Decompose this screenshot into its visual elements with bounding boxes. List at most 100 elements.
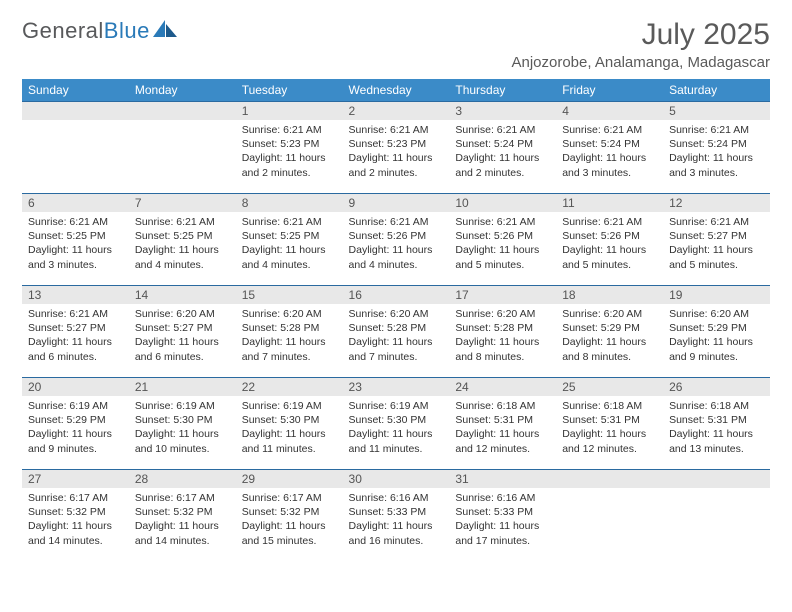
- sunrise-line: Sunrise: 6:18 AM: [669, 399, 764, 413]
- day-details: Sunrise: 6:20 AMSunset: 5:28 PMDaylight:…: [236, 304, 343, 368]
- sunset-line: Sunset: 5:32 PM: [28, 505, 123, 519]
- day-number: 1: [236, 102, 343, 120]
- day-details: Sunrise: 6:18 AMSunset: 5:31 PMDaylight:…: [663, 396, 770, 460]
- sunset-line: Sunset: 5:32 PM: [242, 505, 337, 519]
- day-number: 2: [343, 102, 450, 120]
- sunset-line: Sunset: 5:24 PM: [669, 137, 764, 151]
- sunrise-line: Sunrise: 6:19 AM: [242, 399, 337, 413]
- daylight-line: Daylight: 11 hours and 5 minutes.: [562, 243, 657, 271]
- sunrise-line: Sunrise: 6:16 AM: [455, 491, 550, 505]
- day-details: Sunrise: 6:21 AMSunset: 5:26 PMDaylight:…: [449, 212, 556, 276]
- sunset-line: Sunset: 5:23 PM: [349, 137, 444, 151]
- day-number: 3: [449, 102, 556, 120]
- day-number: 12: [663, 194, 770, 212]
- logo-text-1: General: [22, 18, 104, 44]
- day-number: 9: [343, 194, 450, 212]
- calendar-cell: 22Sunrise: 6:19 AMSunset: 5:30 PMDayligh…: [236, 378, 343, 470]
- daylight-line: Daylight: 11 hours and 10 minutes.: [135, 427, 230, 455]
- calendar-cell: 15Sunrise: 6:20 AMSunset: 5:28 PMDayligh…: [236, 286, 343, 378]
- calendar-head: SundayMondayTuesdayWednesdayThursdayFrid…: [22, 79, 770, 102]
- day-number: 10: [449, 194, 556, 212]
- day-details: Sunrise: 6:21 AMSunset: 5:27 PMDaylight:…: [663, 212, 770, 276]
- sunset-line: Sunset: 5:27 PM: [135, 321, 230, 335]
- sunrise-line: Sunrise: 6:21 AM: [455, 123, 550, 137]
- daylight-line: Daylight: 11 hours and 2 minutes.: [455, 151, 550, 179]
- day-number: [556, 470, 663, 488]
- daylight-line: Daylight: 11 hours and 3 minutes.: [562, 151, 657, 179]
- day-number: 6: [22, 194, 129, 212]
- sunset-line: Sunset: 5:27 PM: [28, 321, 123, 335]
- day-details: Sunrise: 6:21 AMSunset: 5:24 PMDaylight:…: [556, 120, 663, 184]
- day-details: Sunrise: 6:19 AMSunset: 5:30 PMDaylight:…: [129, 396, 236, 460]
- day-details: Sunrise: 6:21 AMSunset: 5:25 PMDaylight:…: [236, 212, 343, 276]
- day-number: 8: [236, 194, 343, 212]
- sunrise-line: Sunrise: 6:19 AM: [28, 399, 123, 413]
- calendar-table: SundayMondayTuesdayWednesdayThursdayFrid…: [22, 79, 770, 562]
- sunrise-line: Sunrise: 6:21 AM: [28, 215, 123, 229]
- calendar-cell: 3Sunrise: 6:21 AMSunset: 5:24 PMDaylight…: [449, 102, 556, 194]
- calendar-cell: 21Sunrise: 6:19 AMSunset: 5:30 PMDayligh…: [129, 378, 236, 470]
- sunrise-line: Sunrise: 6:21 AM: [242, 123, 337, 137]
- day-number: 17: [449, 286, 556, 304]
- sunrise-line: Sunrise: 6:21 AM: [349, 123, 444, 137]
- day-details: Sunrise: 6:16 AMSunset: 5:33 PMDaylight:…: [449, 488, 556, 552]
- calendar-cell: 23Sunrise: 6:19 AMSunset: 5:30 PMDayligh…: [343, 378, 450, 470]
- sunset-line: Sunset: 5:31 PM: [455, 413, 550, 427]
- sunset-line: Sunset: 5:24 PM: [562, 137, 657, 151]
- logo-text-2: Blue: [104, 18, 150, 44]
- day-number: 27: [22, 470, 129, 488]
- day-number: 4: [556, 102, 663, 120]
- calendar-cell: 27 Sunrise: 6:17 AMSunset: 5:32 PMDayligh…: [22, 470, 129, 562]
- weekday-header: Monday: [129, 79, 236, 102]
- calendar-body: 1Sunrise: 6:21 AMSunset: 5:23 PMDaylight…: [22, 102, 770, 562]
- calendar-cell: 16Sunrise: 6:20 AMSunset: 5:28 PMDayligh…: [343, 286, 450, 378]
- daylight-line: Daylight: 11 hours and 14 minutes.: [135, 519, 230, 547]
- day-details: Sunrise: 6:20 AMSunset: 5:29 PMDaylight:…: [556, 304, 663, 368]
- sunrise-line: Sunrise: 6:17 AM: [242, 491, 337, 505]
- daylight-line: Daylight: 11 hours and 9 minutes.: [28, 427, 123, 455]
- sunrise-line: Sunrise: 6:20 AM: [242, 307, 337, 321]
- daylight-line: Daylight: 11 hours and 7 minutes.: [349, 335, 444, 363]
- calendar-cell: 17Sunrise: 6:20 AMSunset: 5:28 PMDayligh…: [449, 286, 556, 378]
- header: GeneralBlue July 2025 Anjozorobe, Analam…: [22, 18, 770, 71]
- daylight-line: Daylight: 11 hours and 5 minutes.: [669, 243, 764, 271]
- sunset-line: Sunset: 5:30 PM: [349, 413, 444, 427]
- sunrise-line: Sunrise: 6:17 AM: [135, 491, 230, 505]
- day-details: Sunrise: 6:21 AMSunset: 5:25 PMDaylight:…: [129, 212, 236, 276]
- calendar-cell: 18Sunrise: 6:20 AMSunset: 5:29 PMDayligh…: [556, 286, 663, 378]
- sunset-line: Sunset: 5:28 PM: [455, 321, 550, 335]
- day-details: Sunrise: 6:20 AMSunset: 5:27 PMDaylight:…: [129, 304, 236, 368]
- day-number: 29: [236, 470, 343, 488]
- day-details: Sunrise: 6:21 AMSunset: 5:24 PMDaylight:…: [449, 120, 556, 184]
- sunset-line: Sunset: 5:26 PM: [562, 229, 657, 243]
- day-number: [663, 470, 770, 488]
- calendar-cell: 4Sunrise: 6:21 AMSunset: 5:24 PMDaylight…: [556, 102, 663, 194]
- sunset-line: Sunset: 5:25 PM: [28, 229, 123, 243]
- day-details: Sunrise: 6:20 AMSunset: 5:28 PMDaylight:…: [449, 304, 556, 368]
- calendar-week: 13Sunrise: 6:21 AMSunset: 5:27 PMDayligh…: [22, 286, 770, 378]
- day-details: Sunrise: 6:17 AMSunset: 5:32 PMDaylight:…: [236, 488, 343, 552]
- sunrise-line: Sunrise: 6:17 AM: [28, 491, 123, 505]
- day-number: [22, 102, 129, 120]
- sunset-line: Sunset: 5:29 PM: [669, 321, 764, 335]
- daylight-line: Daylight: 11 hours and 14 minutes.: [28, 519, 123, 547]
- sunrise-line: Sunrise: 6:19 AM: [349, 399, 444, 413]
- day-number: 26: [663, 378, 770, 396]
- day-details: Sunrise: 6:21 AMSunset: 5:23 PMDaylight:…: [236, 120, 343, 184]
- calendar-cell: [129, 102, 236, 194]
- calendar-cell: 13Sunrise: 6:21 AMSunset: 5:27 PMDayligh…: [22, 286, 129, 378]
- weekday-header: Friday: [556, 79, 663, 102]
- day-number: 20: [22, 378, 129, 396]
- day-number: 13: [22, 286, 129, 304]
- sunrise-line: Sunrise: 6:21 AM: [242, 215, 337, 229]
- sunrise-line: Sunrise: 6:21 AM: [455, 215, 550, 229]
- sunrise-line: Sunrise: 6:18 AM: [562, 399, 657, 413]
- sunrise-line: Sunrise: 6:21 AM: [28, 307, 123, 321]
- day-number: 24: [449, 378, 556, 396]
- weekday-header: Sunday: [22, 79, 129, 102]
- sunrise-line: Sunrise: 6:19 AM: [135, 399, 230, 413]
- sunrise-line: Sunrise: 6:20 AM: [669, 307, 764, 321]
- daylight-line: Daylight: 11 hours and 4 minutes.: [135, 243, 230, 271]
- day-details: Sunrise: 6:19 AMSunset: 5:29 PMDaylight:…: [22, 396, 129, 460]
- calendar-page: GeneralBlue July 2025 Anjozorobe, Analam…: [0, 0, 792, 562]
